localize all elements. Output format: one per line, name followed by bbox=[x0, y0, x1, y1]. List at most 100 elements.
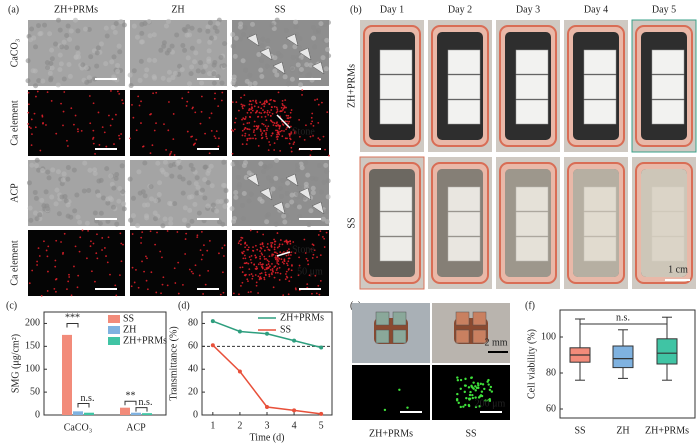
ca-dot bbox=[254, 111, 257, 114]
sample bbox=[447, 236, 481, 262]
texture bbox=[36, 167, 42, 173]
texture bbox=[187, 207, 193, 213]
ca-dot bbox=[46, 255, 49, 258]
ca-dot bbox=[213, 97, 216, 100]
ca-dot bbox=[252, 131, 255, 133]
ca-dot bbox=[92, 242, 95, 245]
ca-dot bbox=[273, 105, 276, 108]
bar bbox=[142, 413, 152, 415]
bacteria bbox=[462, 405, 465, 408]
texture bbox=[306, 222, 312, 228]
ca-dot bbox=[311, 120, 314, 123]
texture bbox=[211, 80, 217, 86]
texture bbox=[47, 31, 53, 37]
ca-dot bbox=[289, 111, 292, 114]
ca-dot bbox=[278, 245, 281, 248]
ca-dot bbox=[255, 128, 258, 130]
bacteria bbox=[480, 394, 484, 398]
ca-dot bbox=[306, 259, 309, 262]
ca-dot bbox=[288, 120, 291, 123]
texture bbox=[34, 157, 40, 163]
ca-dot bbox=[78, 250, 81, 253]
ca-dot bbox=[288, 257, 291, 260]
ca-dot bbox=[301, 89, 304, 91]
bacteria bbox=[474, 389, 477, 392]
ca-dot bbox=[257, 125, 260, 127]
texture bbox=[75, 28, 81, 34]
ca-dot bbox=[285, 254, 288, 257]
sample bbox=[379, 49, 413, 75]
ca-dot bbox=[263, 258, 266, 260]
ca-dot bbox=[301, 94, 303, 96]
row-label: Ca element bbox=[9, 240, 20, 285]
ca-dot bbox=[310, 122, 312, 125]
texture bbox=[189, 64, 195, 70]
y-tick-label: 200 bbox=[25, 318, 40, 329]
bacteria bbox=[487, 378, 490, 382]
ca-dot bbox=[283, 130, 285, 132]
bacteria bbox=[474, 396, 477, 399]
ca-dot bbox=[287, 254, 290, 256]
point bbox=[319, 411, 324, 416]
texture bbox=[205, 180, 211, 186]
bacteria bbox=[490, 390, 494, 393]
ca-dot bbox=[270, 134, 273, 137]
texture bbox=[193, 181, 199, 187]
ca-dot bbox=[252, 99, 254, 102]
ca-dot bbox=[108, 114, 110, 117]
ca-dot bbox=[269, 115, 272, 117]
crystal bbox=[311, 201, 325, 215]
texture bbox=[57, 27, 63, 33]
ca-dot bbox=[38, 255, 41, 257]
ca-dot bbox=[260, 116, 263, 118]
ca-dot bbox=[286, 137, 288, 140]
ca-dot bbox=[254, 137, 257, 140]
image-label: SS bbox=[465, 428, 476, 439]
ca-dot bbox=[187, 91, 190, 94]
ca-dot bbox=[28, 282, 31, 285]
significance: n.s. bbox=[616, 312, 630, 323]
texture bbox=[285, 81, 291, 87]
ca-dot bbox=[260, 137, 263, 140]
sample bbox=[447, 186, 481, 212]
ca-dot bbox=[42, 121, 44, 124]
texture bbox=[209, 35, 215, 41]
texture bbox=[240, 216, 246, 222]
ca-dot bbox=[266, 243, 269, 245]
ca-dot bbox=[246, 122, 249, 125]
legend-label: ZH bbox=[123, 324, 136, 335]
texture bbox=[241, 191, 247, 197]
ca-dot bbox=[262, 109, 264, 112]
texture bbox=[325, 47, 331, 53]
ca-dot bbox=[317, 284, 320, 287]
point bbox=[265, 404, 269, 409]
texture bbox=[169, 43, 175, 49]
ca-dot bbox=[292, 129, 295, 131]
y-tick-label: 80 bbox=[188, 318, 198, 329]
texture bbox=[72, 208, 78, 214]
bacteria bbox=[471, 393, 474, 397]
plot-frame bbox=[559, 309, 696, 419]
x-tick-label: 5 bbox=[319, 420, 324, 431]
box bbox=[612, 345, 634, 369]
ca-dot bbox=[280, 258, 283, 261]
ca-dot bbox=[284, 278, 287, 281]
texture bbox=[65, 202, 71, 208]
texture bbox=[37, 31, 43, 37]
ca-dot bbox=[286, 240, 289, 243]
ca-dot bbox=[282, 251, 285, 253]
ca-dot bbox=[76, 128, 79, 131]
ca-dot bbox=[109, 273, 111, 276]
texture bbox=[279, 193, 285, 199]
ca-dot bbox=[194, 142, 197, 145]
texture bbox=[233, 160, 239, 166]
ca-dot bbox=[203, 244, 205, 247]
texture bbox=[241, 32, 247, 38]
plot-frame bbox=[43, 311, 167, 416]
ca-dot bbox=[256, 267, 259, 270]
ca-dot bbox=[133, 281, 136, 284]
texture bbox=[321, 179, 327, 185]
texture bbox=[50, 167, 56, 173]
bacteria bbox=[477, 396, 481, 399]
sample bbox=[379, 74, 413, 100]
